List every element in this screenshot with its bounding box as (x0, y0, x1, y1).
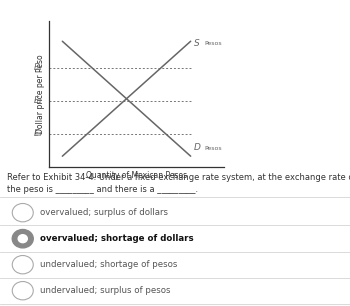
Text: E₂: E₂ (34, 96, 42, 105)
Text: undervalued; surplus of pesos: undervalued; surplus of pesos (40, 286, 171, 295)
Text: overvalued; surplus of dollars: overvalued; surplus of dollars (40, 208, 168, 217)
Text: E₃: E₃ (34, 129, 42, 138)
Text: the peso is _________ and there is a _________.: the peso is _________ and there is a ___… (7, 185, 198, 194)
Text: overvalued; shortage of dollars: overvalued; shortage of dollars (40, 234, 194, 243)
Text: undervalued; shortage of pesos: undervalued; shortage of pesos (40, 260, 177, 269)
Text: Pesos: Pesos (204, 146, 222, 151)
Text: S: S (194, 39, 200, 48)
Y-axis label: Dollar price per Peso: Dollar price per Peso (36, 54, 45, 134)
Text: D: D (194, 143, 201, 152)
Text: Pesos: Pesos (204, 41, 222, 46)
X-axis label: Quantity of Mexican Pesos: Quantity of Mexican Pesos (86, 171, 187, 180)
Text: Refer to Exhibit 34-4. Under a fixed exchange rate system, at the exchange rate : Refer to Exhibit 34-4. Under a fixed exc… (7, 173, 350, 182)
Text: E₁: E₁ (34, 63, 42, 72)
